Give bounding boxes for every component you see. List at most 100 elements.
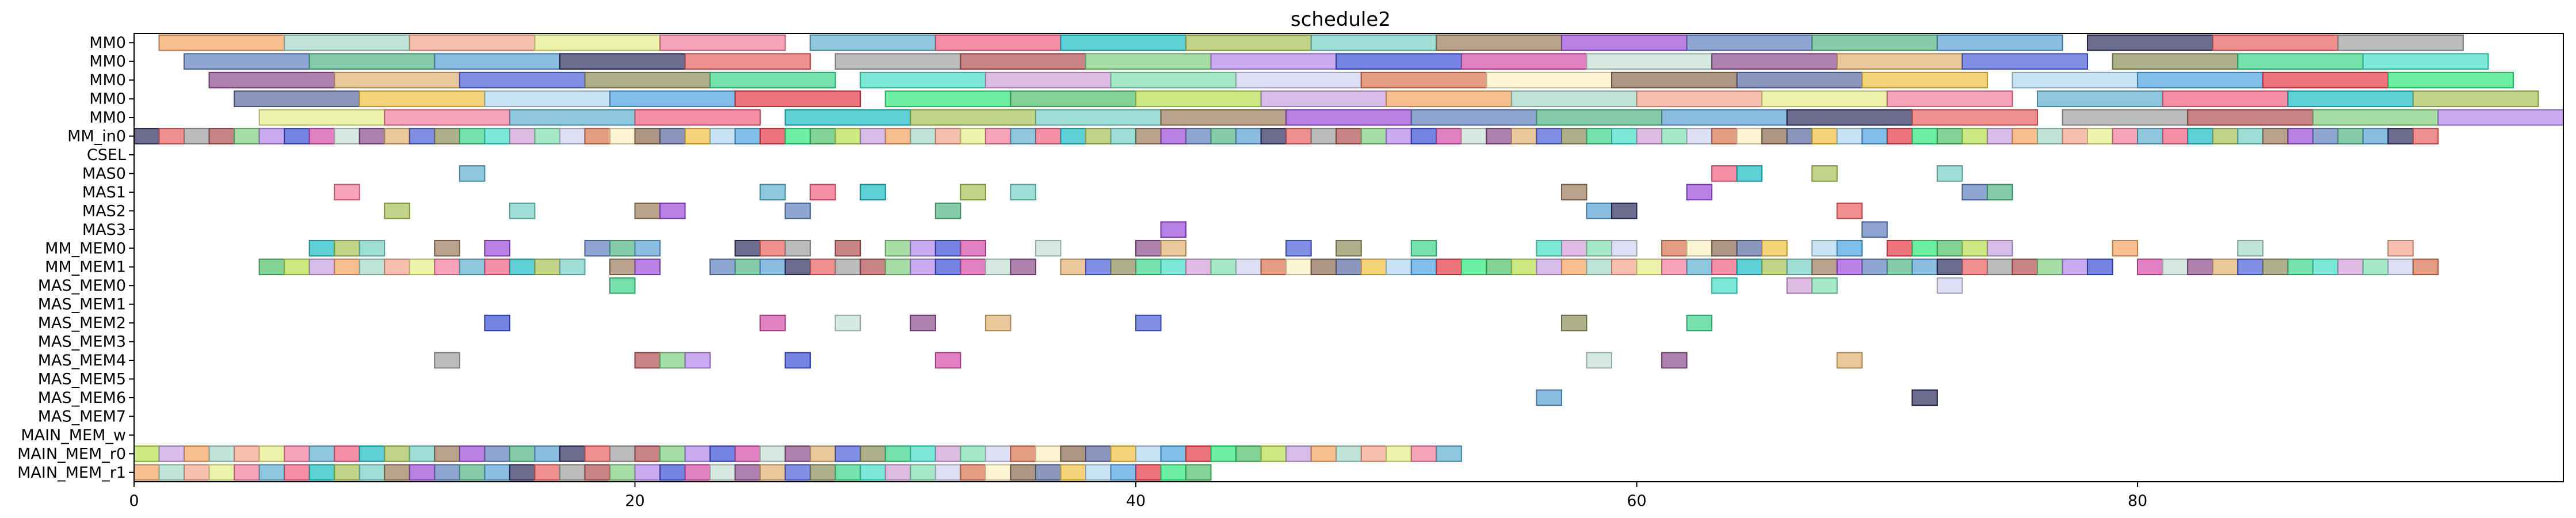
task-bar bbox=[1586, 128, 1613, 144]
task-bar bbox=[1235, 445, 1262, 462]
task-bar bbox=[409, 34, 536, 51]
task-bar bbox=[184, 445, 210, 462]
task-bar bbox=[2287, 90, 2414, 107]
task-bar bbox=[609, 445, 636, 462]
task-bar bbox=[784, 258, 811, 276]
task-bar bbox=[2262, 128, 2289, 144]
task-bar bbox=[734, 445, 761, 462]
task-bar bbox=[459, 464, 486, 481]
task-bar bbox=[484, 314, 510, 332]
task-bar bbox=[234, 128, 260, 144]
task-bar bbox=[784, 239, 811, 257]
task-bar bbox=[2287, 128, 2314, 144]
x-tick-label: 0 bbox=[129, 492, 139, 510]
task-bar bbox=[884, 464, 911, 481]
plot-frame bbox=[133, 33, 2564, 482]
task-bar bbox=[659, 464, 686, 481]
task-bar bbox=[960, 184, 986, 201]
task-bar bbox=[634, 109, 761, 126]
task-bar bbox=[2412, 258, 2439, 276]
task-bar bbox=[559, 53, 686, 70]
task-bar bbox=[334, 184, 360, 201]
task-bar bbox=[1761, 90, 1888, 107]
task-bar bbox=[1736, 165, 1763, 182]
task-bar bbox=[1010, 90, 1137, 107]
task-bar bbox=[258, 464, 285, 481]
task-bar bbox=[158, 128, 185, 144]
task-bar bbox=[1335, 445, 1362, 462]
task-bar bbox=[1035, 128, 1062, 144]
task-bar bbox=[1060, 128, 1086, 144]
task-bar bbox=[1911, 239, 1938, 257]
task-bar bbox=[484, 258, 510, 276]
task-bar bbox=[534, 34, 661, 51]
task-bar bbox=[834, 53, 961, 70]
y-tick-label: MAIN_MEM_r0 bbox=[17, 445, 126, 463]
task-bar bbox=[1636, 90, 1763, 107]
task-bar bbox=[2387, 258, 2414, 276]
task-bar bbox=[1711, 128, 1738, 144]
task-bar bbox=[2137, 258, 2163, 276]
task-bar bbox=[284, 34, 410, 51]
task-bar bbox=[1886, 239, 1913, 257]
task-bar bbox=[2187, 109, 2314, 126]
task-bar bbox=[1636, 128, 1663, 144]
task-bar bbox=[534, 128, 560, 144]
task-bar bbox=[934, 239, 961, 257]
y-tick-label: MAS0 bbox=[82, 165, 126, 182]
task-bar bbox=[884, 128, 911, 144]
task-bar bbox=[1335, 53, 1462, 70]
task-bar bbox=[784, 464, 811, 481]
task-bar bbox=[1686, 258, 1713, 276]
task-bar bbox=[1410, 239, 1437, 257]
task-bar bbox=[1786, 109, 1913, 126]
task-bar bbox=[1386, 258, 1412, 276]
task-bar bbox=[1010, 128, 1036, 144]
task-bar bbox=[834, 464, 861, 481]
task-bar bbox=[409, 464, 436, 481]
task-bar bbox=[358, 90, 486, 107]
task-bar bbox=[1035, 109, 1162, 126]
task-bar bbox=[960, 464, 986, 481]
y-tick-label: MAIN_MEM_w bbox=[21, 426, 126, 444]
task-bar bbox=[559, 445, 586, 462]
chart-title: schedule2 bbox=[1291, 8, 1391, 31]
task-bar bbox=[834, 128, 861, 144]
task-bar bbox=[2137, 71, 2264, 89]
task-bar bbox=[384, 445, 410, 462]
task-bar bbox=[609, 239, 636, 257]
task-bar bbox=[284, 445, 310, 462]
task-bar bbox=[258, 109, 386, 126]
task-bar bbox=[208, 71, 335, 89]
task-bar bbox=[2262, 258, 2289, 276]
task-bar bbox=[2437, 109, 2564, 126]
task-bar bbox=[860, 464, 886, 481]
task-bar bbox=[1060, 464, 1086, 481]
task-bar bbox=[484, 239, 510, 257]
task-bar bbox=[1536, 389, 1562, 406]
task-bar bbox=[1711, 258, 1738, 276]
task-bar bbox=[784, 352, 811, 369]
task-bar bbox=[810, 184, 836, 201]
task-bar bbox=[709, 445, 736, 462]
task-bar bbox=[634, 258, 661, 276]
task-bar bbox=[2262, 71, 2389, 89]
task-bar bbox=[158, 445, 185, 462]
y-tick-label: MAS2 bbox=[82, 202, 126, 220]
task-bar bbox=[2337, 258, 2364, 276]
task-bar bbox=[810, 258, 836, 276]
task-bar bbox=[184, 128, 210, 144]
task-bar bbox=[1786, 128, 1813, 144]
task-bar bbox=[1936, 258, 1963, 276]
task-bar bbox=[1235, 71, 1362, 89]
task-bar bbox=[1586, 258, 1613, 276]
task-bar bbox=[1285, 109, 1412, 126]
task-bar bbox=[559, 464, 586, 481]
task-bar bbox=[1285, 258, 1312, 276]
task-bar bbox=[984, 71, 1112, 89]
task-bar bbox=[1736, 239, 1763, 257]
task-bar bbox=[1886, 90, 2013, 107]
task-bar bbox=[484, 128, 510, 144]
task-bar bbox=[1811, 277, 1838, 294]
